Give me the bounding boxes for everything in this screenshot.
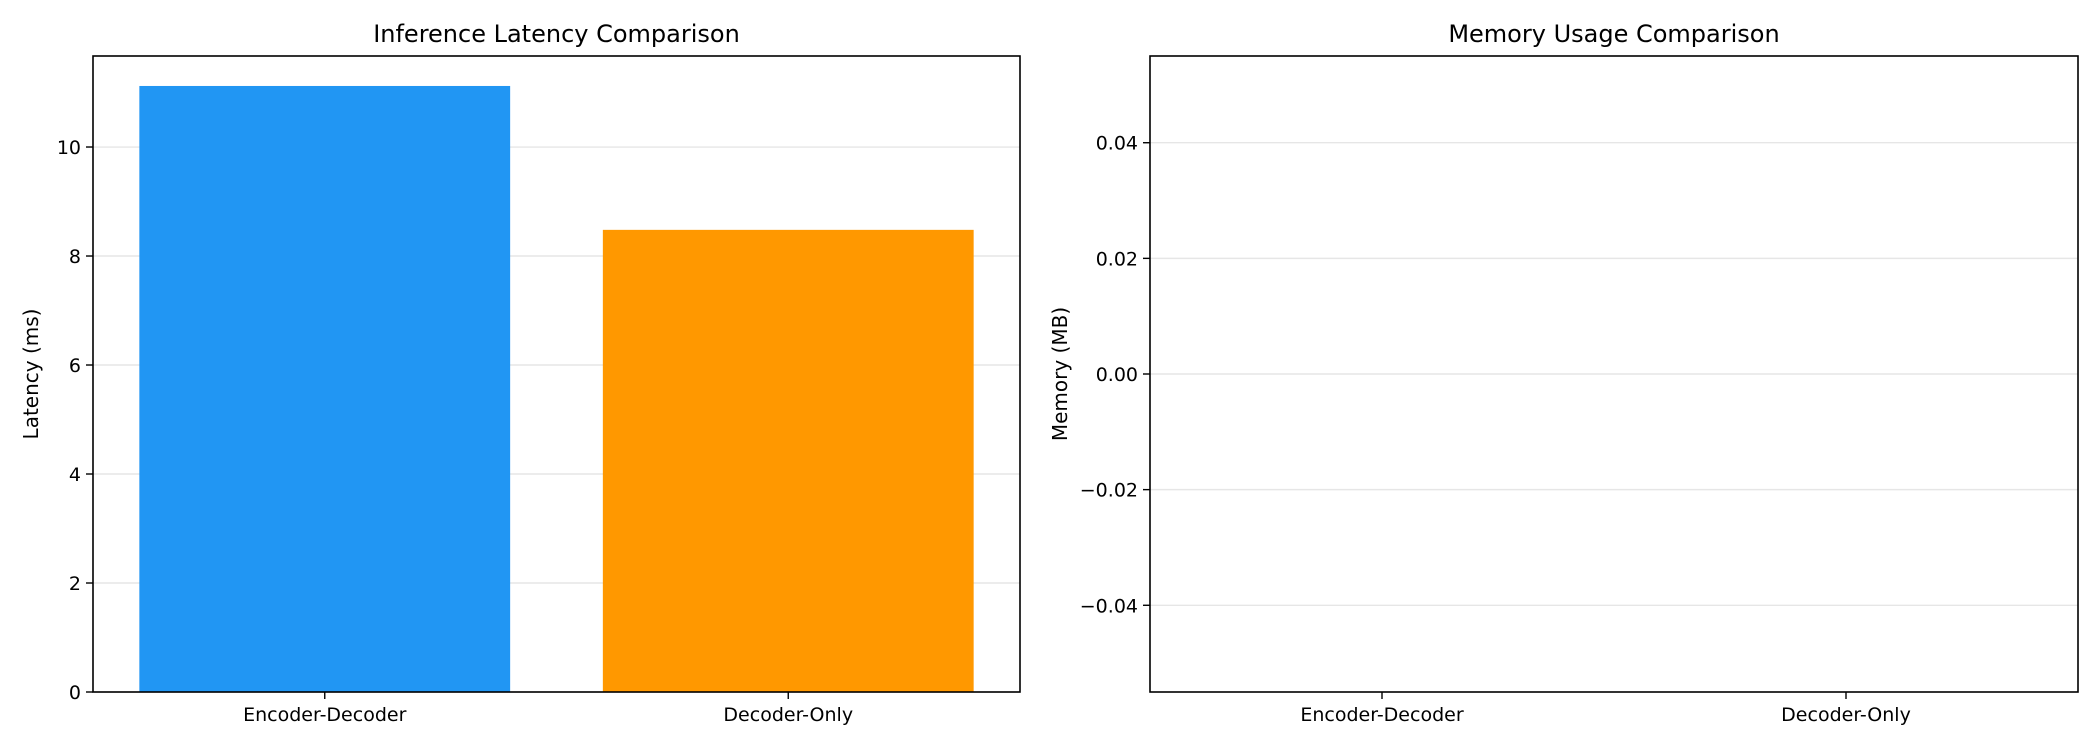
latency-bar-0 xyxy=(139,85,511,692)
latency-bar-1 xyxy=(602,229,974,693)
latency-y-tick-label: 6 xyxy=(69,355,81,377)
latency-x-tick-label: Encoder-Decoder xyxy=(243,704,406,726)
latency-y-tick-label: 0 xyxy=(69,682,81,704)
memory-y-axis-label: Memory (MB) xyxy=(1048,307,1072,441)
memory-y-tick-label: −0.02 xyxy=(1080,480,1138,502)
memory-chart: −0.04 −0.02 0.00 0.02 0.04 Encoder-Decoder Dec… xyxy=(1048,20,2079,726)
memory-x-tick-label: Decoder-Only xyxy=(1781,704,1911,726)
latency-chart-title: Inference Latency Comparison xyxy=(373,20,740,48)
latency-y-tick-label: 8 xyxy=(69,246,81,268)
latency-y-axis-label: Latency (ms) xyxy=(19,309,43,440)
memory-y-tick-label: −0.04 xyxy=(1080,595,1138,617)
latency-plot-frame xyxy=(92,55,1021,693)
memory-y-tick-label: 0.02 xyxy=(1096,248,1138,270)
memory-chart-title: Memory Usage Comparison xyxy=(1448,20,1779,48)
memory-y-tick-label: 0.04 xyxy=(1096,133,1138,155)
memory-x-tick-label: Encoder-Decoder xyxy=(1300,704,1463,726)
latency-y-tick-label: 4 xyxy=(69,464,81,486)
latency-y-tick-label: 10 xyxy=(57,137,81,159)
memory-y-tick-label: 0.00 xyxy=(1096,364,1138,386)
latency-y-tick-label: 2 xyxy=(69,573,81,595)
latency-chart: 0 2 4 6 8 10 Encoder-Decoder Decoder-Only Infer… xyxy=(19,20,1021,726)
latency-x-tick-label: Decoder-Only xyxy=(723,704,853,726)
